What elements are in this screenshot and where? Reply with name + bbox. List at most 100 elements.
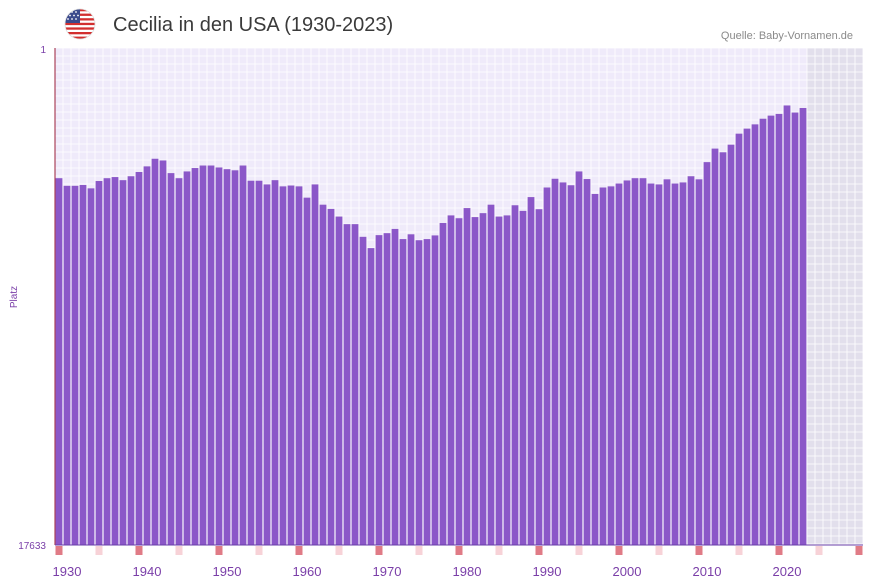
year-marker-1994 [575, 546, 583, 555]
bar-1994 [575, 171, 583, 546]
bar-1961 [311, 184, 319, 546]
bar-1998 [607, 186, 615, 545]
bar-1951 [231, 170, 239, 546]
year-marker-2004 [655, 546, 663, 555]
bar-1967 [359, 236, 367, 545]
year-marker-1964 [335, 546, 343, 555]
year-markers [55, 546, 863, 555]
bar-1932 [79, 184, 87, 545]
year-marker-1969 [375, 546, 383, 555]
future-shading [807, 48, 863, 545]
bar-1953 [247, 180, 255, 545]
year-marker-1949 [215, 546, 223, 555]
year-marker-1954 [255, 546, 263, 555]
x-tick-1930: 1930 [53, 564, 82, 579]
x-tick-1940: 1940 [133, 564, 162, 579]
bar-1959 [295, 186, 303, 545]
bar-1985 [503, 215, 511, 545]
chart-title: Cecilia in den USA (1930-2023) [113, 14, 394, 36]
bar-1982 [479, 213, 487, 545]
bar-2004 [655, 184, 663, 546]
y-tick-bottom: 17633 [18, 541, 46, 552]
bar-2006 [671, 183, 679, 545]
bar-1930 [63, 185, 71, 545]
bar-2012 [719, 152, 727, 545]
bar-1929 [55, 178, 63, 545]
year-marker-1999 [615, 546, 623, 555]
x-tick-labels: 1930 1940 1950 1960 1970 1980 1990 2000 2010 2020 [53, 564, 802, 579]
x-tick-2000: 2000 [613, 564, 642, 579]
bar-2018 [767, 115, 775, 545]
bar-2014 [735, 133, 743, 545]
year-marker-1979 [455, 546, 463, 555]
x-tick-2020: 2020 [773, 564, 802, 579]
bar-1941 [151, 158, 159, 546]
bar-1973 [407, 234, 415, 545]
bar-1943 [167, 173, 175, 545]
bar-2020 [783, 105, 791, 545]
bar-1991 [551, 178, 559, 545]
bar-2007 [679, 182, 687, 545]
bar-2021 [791, 112, 799, 545]
bar-1997 [599, 187, 607, 545]
bar-1984 [495, 216, 503, 545]
bar-1939 [135, 171, 143, 545]
year-marker-1959 [295, 546, 303, 555]
bar-2002 [639, 178, 647, 545]
x-tick-1970: 1970 [373, 564, 402, 579]
year-marker-1939 [135, 546, 143, 555]
bar-1978 [447, 215, 455, 545]
bar-1977 [439, 223, 447, 545]
bar-2008 [687, 176, 695, 545]
y-axis-label: Platz [9, 286, 20, 308]
bar-1968 [367, 248, 375, 545]
bar-1946 [191, 168, 199, 545]
bar-1942 [159, 160, 167, 545]
bar-1950 [223, 169, 231, 545]
bar-1934 [95, 181, 103, 545]
x-tick-2010: 2010 [693, 564, 722, 579]
bar-1960 [303, 197, 311, 545]
year-marker-2019 [775, 546, 783, 555]
year-marker-2024 [815, 546, 823, 555]
bar-1993 [567, 185, 575, 545]
bar-1958 [287, 185, 295, 546]
bar-1981 [471, 217, 479, 545]
bar-1971 [391, 228, 399, 546]
bar-1990 [543, 187, 551, 545]
x-tick-1990: 1990 [533, 564, 562, 579]
bar-1976 [431, 235, 439, 545]
bar-2011 [711, 148, 719, 546]
bar-1933 [87, 188, 95, 545]
bar-2015 [743, 128, 751, 545]
bar-2016 [751, 124, 759, 546]
bar-2005 [663, 179, 671, 546]
bar-2022 [799, 108, 807, 545]
bar-2009 [695, 179, 703, 546]
bar-1955 [263, 184, 271, 546]
bar-1935 [103, 178, 111, 545]
bar-1964 [335, 216, 343, 545]
x-tick-1960: 1960 [293, 564, 322, 579]
year-marker-1934 [95, 546, 103, 555]
bar-1969 [375, 235, 383, 546]
bar-2003 [647, 183, 655, 545]
bar-1952 [239, 165, 247, 545]
bar-1995 [583, 179, 591, 546]
bar-1945 [183, 171, 191, 546]
bar-2001 [631, 178, 639, 545]
y-tick-top: 1 [40, 45, 46, 56]
bar-2013 [727, 144, 735, 545]
bar-1974 [415, 240, 423, 546]
x-tick-1980: 1980 [453, 564, 482, 579]
bar-1957 [279, 186, 287, 545]
bar-1962 [319, 204, 327, 546]
bar-1954 [255, 180, 263, 545]
bar-1999 [615, 183, 623, 545]
bar-1992 [559, 182, 567, 545]
bar-1983 [487, 204, 495, 546]
year-marker-1984 [495, 546, 503, 555]
bar-2000 [623, 180, 631, 546]
bar-1987 [519, 210, 527, 546]
